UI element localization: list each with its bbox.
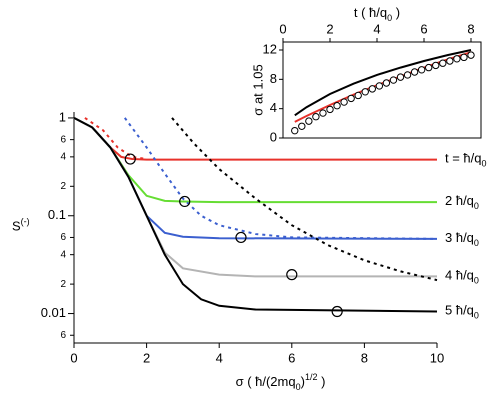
series-label: 4 ħ/q0	[445, 268, 479, 286]
line	[73, 117, 438, 313]
series-label: 2 ħ/q0	[445, 194, 479, 212]
dashed-line	[171, 117, 438, 282]
marker	[319, 109, 327, 117]
marker	[298, 122, 306, 130]
y-axis-label: S(-)	[12, 217, 30, 234]
label-part: 0	[387, 13, 392, 23]
x-tick-label: 0	[70, 350, 77, 365]
y-tick-label: 6	[60, 232, 66, 243]
marker	[460, 53, 468, 62]
y-tick-label: 2	[60, 279, 66, 290]
x-tick-label: 8	[361, 350, 368, 365]
y-tick-label: 1	[59, 109, 66, 124]
series-label: t = ħ/q0	[445, 151, 487, 169]
label-part: 0	[474, 311, 479, 321]
label-part: t ( ħ/q	[354, 5, 387, 20]
line	[294, 49, 472, 117]
y-tick-label: 12	[263, 41, 277, 56]
series-label: 5 ħ/q0	[445, 303, 479, 321]
marker	[368, 85, 376, 93]
marker	[286, 269, 298, 281]
y-tick-label: 4	[270, 100, 277, 115]
marker	[375, 82, 384, 90]
marker	[396, 73, 405, 81]
marker	[389, 76, 398, 84]
marker	[331, 305, 343, 318]
marker	[446, 57, 454, 65]
x-axis-label: σ ( ħ/(2mq0)1/2 )	[236, 372, 326, 392]
line	[73, 117, 437, 278]
dashed-line	[84, 117, 147, 160]
y-tick-label: 0.01	[41, 305, 66, 320]
y-tick-label: 4	[60, 151, 66, 162]
label-part: 0	[296, 382, 301, 392]
label-part: )	[301, 374, 305, 389]
x-tick-label: 2	[326, 21, 333, 36]
label-part: t = ħ/q	[445, 151, 482, 166]
marker	[425, 63, 433, 72]
label-part: 5 ħ/q	[445, 303, 474, 318]
marker	[382, 79, 391, 87]
label-part: 0	[474, 201, 479, 211]
x-tick-label: 2	[143, 350, 150, 365]
y-tick-label: 6	[60, 330, 66, 341]
marker	[417, 66, 426, 74]
label-part: 3 ħ/q	[445, 230, 474, 245]
x-tick-label: 6	[420, 21, 427, 36]
label-part: 4 ħ/q	[445, 268, 474, 283]
y-tick-label: 0.1	[48, 207, 66, 222]
label-part: σ ( ħ/(2mq	[236, 374, 296, 389]
label-part: )	[392, 5, 400, 20]
x-tick-label: 4	[216, 350, 223, 365]
x-tick-label: 10	[430, 350, 444, 365]
y-tick-label: 6	[60, 134, 66, 145]
inset-frame	[282, 41, 482, 139]
marker	[410, 68, 419, 76]
label-part: 2 ħ/q	[445, 194, 474, 209]
marker	[347, 94, 355, 103]
marker	[124, 153, 136, 165]
y-tick-label: 4	[60, 249, 66, 260]
marker	[340, 98, 348, 106]
marker	[326, 105, 334, 114]
label-part: 0	[482, 159, 487, 169]
label-part: 0	[474, 276, 479, 286]
marker	[361, 88, 369, 96]
marker	[467, 51, 475, 59]
series-label: 3 ħ/q0	[445, 230, 479, 248]
label-part: S	[12, 219, 21, 234]
inset-y-label: σ at 1.05	[250, 64, 265, 115]
x-tick-label: 4	[373, 21, 380, 36]
marker	[453, 55, 461, 63]
marker	[439, 59, 447, 67]
x-tick-label: 6	[288, 350, 295, 365]
x-tick-label: 0	[279, 21, 286, 36]
marker	[432, 61, 440, 70]
marker	[305, 117, 313, 125]
marker	[312, 113, 320, 121]
y-tick-label: 2	[60, 181, 66, 192]
label-part: )	[317, 374, 325, 389]
label-part: 0	[474, 238, 479, 248]
x-tick-label: 8	[467, 21, 474, 36]
y-tick-label: 8	[270, 71, 277, 86]
label-part: 1/2	[305, 372, 318, 382]
marker	[354, 91, 362, 100]
marker	[291, 126, 299, 135]
y-tick-label: 0	[270, 129, 277, 144]
label-part: (-)	[21, 217, 30, 227]
marker	[403, 71, 412, 79]
marker	[179, 195, 191, 208]
marker	[235, 231, 247, 244]
marker	[333, 102, 341, 110]
inset-x-label: t ( ħ/q0 )	[354, 5, 400, 23]
